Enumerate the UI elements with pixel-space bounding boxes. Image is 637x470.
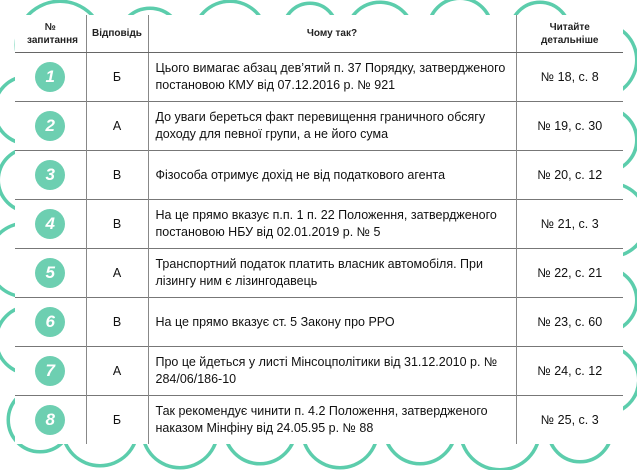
question-number-badge: 6	[35, 307, 66, 337]
table-row: 4 В На це прямо вказує п.п. 1 п. 22 Поло…	[15, 199, 623, 249]
question-number-badge: 3	[35, 160, 66, 190]
answer-cell: А	[85, 101, 148, 151]
question-number-badge: 5	[35, 258, 66, 288]
table-row: 7 А Про це йдеться у листі Мінсоцполітик…	[15, 346, 623, 396]
question-number-cell: 7	[15, 346, 86, 396]
header-num: № запитання	[15, 15, 86, 53]
table-row: 1 Б Цього вимагає абзац дев’ятий п. 37 П…	[15, 52, 623, 102]
question-number-badge: 1	[35, 62, 66, 92]
answer-cell: В	[85, 150, 148, 200]
reference-cell: № 19, с. 30	[515, 101, 623, 151]
reference-cell: № 24, с. 12	[515, 346, 623, 396]
explanation-cell: Цього вимагає абзац дев’ятий п. 37 Поряд…	[147, 52, 516, 102]
question-number-cell: 3	[15, 150, 86, 200]
table-row: 3 В Фізособа отримує дохід не від податк…	[15, 150, 623, 200]
question-number-cell: 2	[15, 101, 86, 151]
table-row: 6 В На це прямо вказує ст. 5 Закону про …	[15, 297, 623, 347]
answer-cell: Б	[85, 52, 148, 102]
question-number-cell: 5	[15, 248, 86, 298]
table-row: 8 Б Так рекомендує чинити п. 4.2 Положен…	[15, 395, 623, 444]
answer-cell: А	[85, 248, 148, 298]
explanation-cell: Фізособа отримує дохід не від податковог…	[147, 150, 516, 200]
explanation-cell: Так рекомендує чинити п. 4.2 Положення, …	[147, 395, 516, 444]
question-number-badge: 7	[35, 356, 66, 386]
explanation-cell: До уваги береться факт перевищення грани…	[147, 101, 516, 151]
reference-cell: № 20, с. 12	[515, 150, 623, 200]
reference-cell: № 18, с. 8	[515, 52, 623, 102]
table-row: 2 А До уваги береться факт перевищення г…	[15, 101, 623, 151]
question-number-cell: 4	[15, 199, 86, 249]
reference-cell: № 23, с. 60	[515, 297, 623, 347]
explanation-cell: Транспортний податок платить власник авт…	[147, 248, 516, 298]
answer-cell: В	[85, 199, 148, 249]
explanation-cell: Про це йдеться у листі Мінсоцполітики ві…	[147, 346, 516, 396]
reference-cell: № 22, с. 21	[515, 248, 623, 298]
question-number-cell: 1	[15, 53, 86, 102]
question-number-badge: 2	[35, 111, 66, 141]
question-number-badge: 4	[35, 209, 66, 239]
explanation-cell: На це прямо вказує п.п. 1 п. 22 Положенн…	[147, 199, 516, 249]
header-answer: Відповідь	[85, 15, 148, 53]
reference-cell: № 21, с. 3	[515, 199, 623, 249]
answers-table: № запитання Відповідь Чому так? Читайте …	[15, 15, 623, 444]
explanation-cell: На це прямо вказує ст. 5 Закону про РРО	[147, 297, 516, 347]
header-why: Чому так?	[147, 15, 516, 53]
answer-cell: В	[85, 297, 148, 347]
question-number-cell: 6	[15, 297, 86, 347]
answer-cell: Б	[85, 395, 148, 444]
question-number-cell: 8	[15, 395, 86, 444]
header-row: № запитання Відповідь Чому так? Читайте …	[15, 15, 623, 53]
answer-cell: А	[85, 346, 148, 396]
table-row: 5 А Транспортний податок платить власник…	[15, 248, 623, 298]
header-read: Читайте детальніше	[515, 15, 623, 53]
question-number-badge: 8	[35, 405, 66, 435]
reference-cell: № 25, с. 3	[515, 395, 623, 444]
